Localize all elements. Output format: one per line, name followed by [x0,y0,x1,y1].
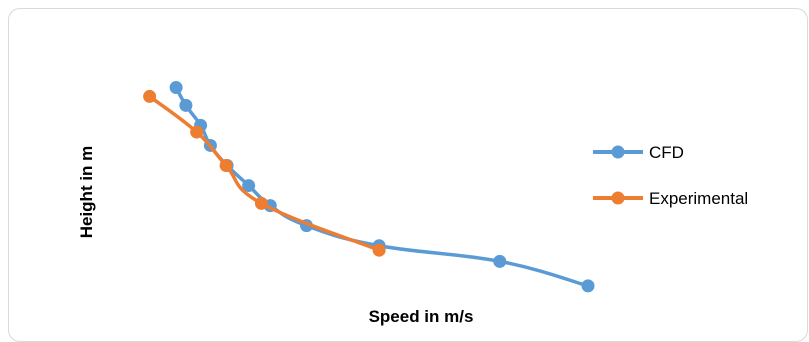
legend-label-cfd: CFD [649,143,684,162]
data-point-experimental-2 [190,125,204,139]
data-point-experimental-5 [372,243,386,257]
x-axis-title: Speed in m/s [369,307,474,326]
series-line-experimental [147,94,381,252]
data-point-cfd-10 [493,254,507,268]
data-point-cfd-1 [169,81,183,95]
chart-frame [8,8,808,342]
series-cfd [169,81,595,293]
legend: CFD Experimental [593,143,748,208]
legend-item-cfd: CFD [593,143,684,162]
series-layer [143,81,595,293]
line-chart: Speed in m/s Height in m CFD Experimenta… [77,81,748,326]
series-experimental [143,89,386,257]
legend-label-experimental: Experimental [649,189,748,208]
data-point-cfd-2 [179,98,193,112]
data-point-cfd-11 [581,279,595,293]
legend-marker-cfd [611,145,625,159]
legend-marker-experimental [611,191,625,205]
data-point-experimental-3 [219,159,233,173]
data-point-cfd-6 [242,179,256,193]
data-point-experimental-4 [254,196,268,210]
legend-item-experimental: Experimental [593,189,748,208]
data-point-experimental-1 [143,89,157,103]
y-axis-title: Height in m [77,146,96,239]
